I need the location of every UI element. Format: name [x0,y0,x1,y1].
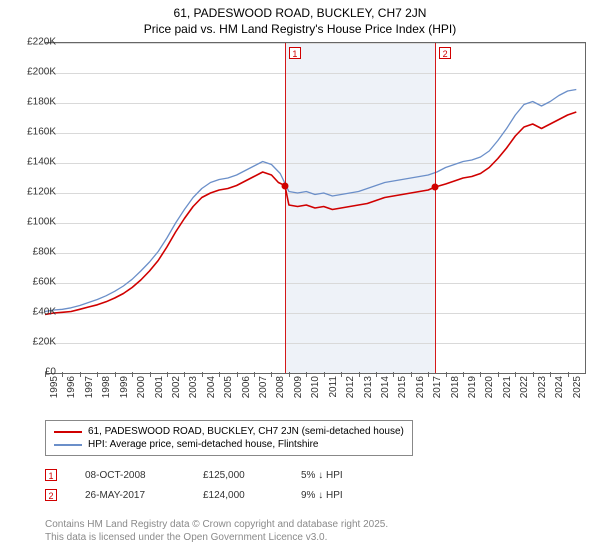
legend-swatch [54,444,82,446]
x-tick-label: 2023 [537,376,548,406]
x-tick-label: 2009 [293,376,304,406]
x-tick-label: 2017 [432,376,443,406]
x-tick-label: 2016 [415,376,426,406]
x-tick-label: 1999 [119,376,130,406]
x-tick-label: 2012 [345,376,356,406]
y-tick-label: £40K [33,307,56,318]
sale-row: 2 26-MAY-2017 £124,000 9% ↓ HPI [45,485,343,505]
legend-label: 61, PADESWOOD ROAD, BUCKLEY, CH7 2JN (se… [88,426,404,437]
legend: 61, PADESWOOD ROAD, BUCKLEY, CH7 2JN (se… [45,420,413,456]
series-hpi [45,90,576,312]
x-tick-label: 2005 [223,376,234,406]
x-tick-label: 2018 [450,376,461,406]
chart-title-line2: Price paid vs. HM Land Registry's House … [0,20,600,36]
marker-label-box: 1 [289,47,301,59]
marker-vline [285,43,286,373]
y-tick-label: £80K [33,247,56,258]
marker-vline [435,43,436,373]
sale-row: 1 08-OCT-2008 £125,000 5% ↓ HPI [45,465,343,485]
marker-dot [281,182,288,189]
chart-container: 61, PADESWOOD ROAD, BUCKLEY, CH7 2JN Pri… [0,0,600,560]
sale-price: £124,000 [203,490,273,501]
sale-detail-rows: 1 08-OCT-2008 £125,000 5% ↓ HPI 2 26-MAY-2017… [45,465,343,505]
legend-label: HPI: Average price, semi-detached house,… [88,439,319,450]
x-tick-label: 2022 [519,376,530,406]
x-tick-label: 2008 [275,376,286,406]
x-tick-label: 2025 [572,376,583,406]
x-tick-label: 2020 [484,376,495,406]
sale-row-marker: 2 [45,489,57,501]
legend-item: 61, PADESWOOD ROAD, BUCKLEY, CH7 2JN (se… [54,425,404,438]
attribution-footer: Contains HM Land Registry data © Crown c… [45,518,388,544]
x-tick-label: 2010 [310,376,321,406]
x-tick-label: 2003 [188,376,199,406]
x-tick-label: 2015 [397,376,408,406]
x-tick-label: 1995 [49,376,60,406]
x-tick-label: 2007 [258,376,269,406]
x-tick-label: 2006 [241,376,252,406]
x-tick-label: 2001 [154,376,165,406]
y-tick-label: £100K [27,217,56,228]
x-tick-label: 2000 [136,376,147,406]
chart-title-line1: 61, PADESWOOD ROAD, BUCKLEY, CH7 2JN [0,0,600,20]
sale-row-marker: 1 [45,469,57,481]
y-tick-label: £180K [27,97,56,108]
marker-dot [432,184,439,191]
x-tick-label: 2021 [502,376,513,406]
x-tick-label: 1998 [101,376,112,406]
legend-item: HPI: Average price, semi-detached house,… [54,438,404,451]
y-tick-label: £220K [27,37,56,48]
y-tick-label: £20K [33,337,56,348]
sale-date: 26-MAY-2017 [85,490,175,501]
plot-area: 12 [45,42,586,374]
y-tick-label: £120K [27,187,56,198]
x-tick-label: 2019 [467,376,478,406]
x-tick-label: 2014 [380,376,391,406]
x-tick-label: 2004 [206,376,217,406]
x-tick-label: 1997 [84,376,95,406]
x-tick-label: 2011 [328,376,339,406]
x-tick-label: 2024 [554,376,565,406]
footer-line1: Contains HM Land Registry data © Crown c… [45,518,388,531]
y-tick-label: £140K [27,157,56,168]
sale-delta-vs-hpi: 5% ↓ HPI [301,470,343,481]
sale-delta-vs-hpi: 9% ↓ HPI [301,490,343,501]
footer-line2: This data is licensed under the Open Gov… [45,531,388,544]
x-tick-label: 2013 [363,376,374,406]
y-tick-label: £60K [33,277,56,288]
line-series-svg [45,43,585,373]
sale-date: 08-OCT-2008 [85,470,175,481]
y-tick-label: £160K [27,127,56,138]
marker-label-box: 2 [439,47,451,59]
y-tick-label: £200K [27,67,56,78]
x-tick-label: 2002 [171,376,182,406]
sale-price: £125,000 [203,470,273,481]
x-tick-label: 1996 [66,376,77,406]
legend-swatch [54,431,82,433]
